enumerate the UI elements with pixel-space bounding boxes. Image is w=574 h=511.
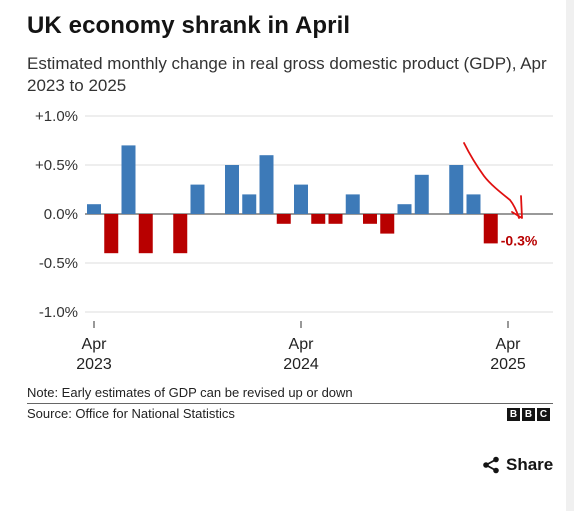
x-tick-year: 2023 [76, 356, 112, 373]
x-axis-ticks: Apr 2023 Apr 2024 Apr 2025 [76, 321, 526, 373]
chart-subtitle: Estimated monthly change in real gross d… [27, 54, 547, 95]
bar [173, 214, 188, 254]
chart-source: Source: Office for National Statistics [27, 406, 235, 421]
bar [104, 214, 119, 254]
bar [466, 194, 481, 214]
y-tick-label: -1.0% [39, 304, 78, 321]
bar [311, 214, 326, 224]
bar [483, 214, 498, 244]
y-tick-label: +0.5% [35, 157, 78, 174]
annotation-arrow [463, 142, 520, 219]
bar [397, 204, 412, 214]
logo-letter: B [507, 408, 520, 421]
bar [259, 155, 274, 214]
x-tick-year: 2024 [283, 356, 319, 373]
bar [328, 214, 343, 224]
share-icon [483, 456, 499, 474]
chart-note: Note: Early estimates of GDP can be revi… [27, 385, 353, 400]
bar [294, 184, 308, 214]
bar [449, 165, 464, 214]
bar [138, 214, 153, 254]
x-tick-year: 2025 [490, 356, 526, 373]
bar [87, 204, 101, 214]
bars [87, 145, 498, 254]
divider [27, 403, 553, 404]
y-axis-ticks: +1.0% +0.5% 0.0% -0.5% -1.0% [35, 108, 78, 321]
share-button[interactable]: Share [482, 455, 553, 475]
bar [225, 165, 239, 214]
y-tick-label: +1.0% [35, 108, 78, 125]
share-label: Share [506, 455, 554, 474]
x-tick-month: Apr [82, 336, 108, 353]
x-tick-month: Apr [289, 336, 315, 353]
annotation-arrowhead [511, 195, 523, 219]
y-tick-label: 0.0% [44, 206, 78, 223]
annotations: -0.3% [463, 142, 538, 248]
chart-title: UK economy shrank in April [27, 12, 351, 39]
bar [121, 145, 136, 214]
bar-chart: +1.0%+0.5%0.0%-0.5%-1.0% Apr2023Apr2024A… [35, 108, 553, 373]
bar [190, 184, 205, 214]
logo-letter: C [537, 408, 550, 421]
annotation-label: -0.3% [501, 232, 538, 248]
bar [380, 214, 395, 234]
bar [242, 194, 257, 214]
x-tick-month: Apr [496, 336, 522, 353]
bar [414, 174, 429, 214]
bar [363, 214, 377, 224]
logo-letter: B [522, 408, 535, 421]
y-tick-label: -0.5% [39, 255, 78, 272]
bar [276, 214, 291, 224]
bar [345, 194, 360, 214]
bbc-logo: B B C [507, 408, 550, 421]
